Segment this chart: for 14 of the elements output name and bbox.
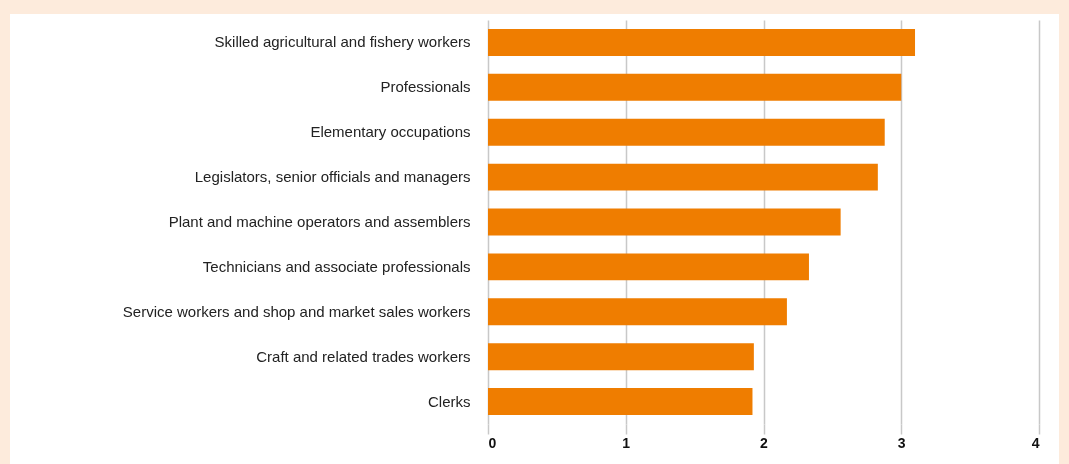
x-tick-label: 0: [488, 434, 497, 451]
y-tick-label: Plant and machine operators and assemblers: [168, 213, 471, 230]
x-tick-label: 2: [760, 434, 769, 451]
y-tick-label: Skilled agricultural and fishery workers: [214, 33, 471, 51]
y-tick-label: Craft and related trades workers: [256, 347, 471, 365]
x-tick-label: 1: [622, 434, 631, 451]
y-tick-label: Technicians and associate professionals: [202, 257, 471, 275]
x-tick-label: 4: [1031, 434, 1040, 451]
x-tick-label: 3: [897, 434, 906, 451]
y-tick-label: Professionals: [380, 78, 471, 96]
y-tick-label: Elementary occupations: [310, 123, 471, 141]
y-tick-label: Clerks: [427, 392, 471, 410]
y-tick-label: Legislators, senior officials and managers: [194, 168, 471, 186]
y-tick-label: Service workers and shop and market sales workers: [122, 302, 471, 320]
